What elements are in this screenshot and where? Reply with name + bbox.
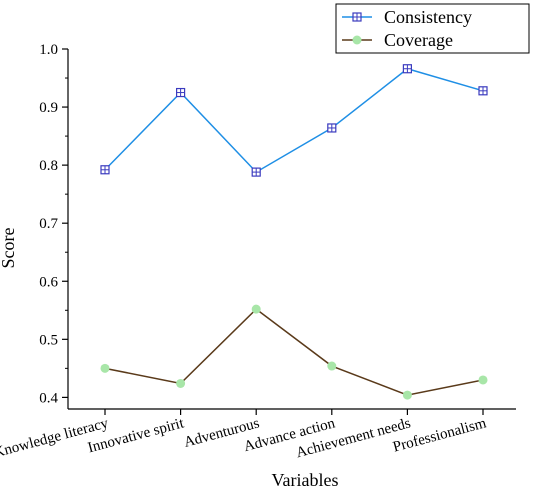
data-point xyxy=(100,363,110,373)
y-tick-label: 0.7 xyxy=(39,216,58,232)
y-tick-label: 0.4 xyxy=(39,390,58,406)
y-tick-label: 1.0 xyxy=(39,42,58,58)
series-line xyxy=(104,67,484,174)
series-coverage xyxy=(100,304,488,400)
legend-item: Coverage xyxy=(342,30,453,50)
y-axis-title: Score xyxy=(0,227,18,268)
data-point xyxy=(251,167,261,177)
y-tick-label: 0.6 xyxy=(39,274,58,290)
legend-label: Consistency xyxy=(384,7,472,27)
legend-box xyxy=(335,3,530,54)
legend-marker xyxy=(352,12,362,22)
data-point xyxy=(327,123,337,133)
data-point xyxy=(176,378,186,388)
legend: Consistency Coverage xyxy=(335,3,530,54)
series-line xyxy=(104,308,484,396)
data-point xyxy=(402,390,412,400)
data-point xyxy=(478,375,488,385)
legend-label: Coverage xyxy=(384,30,453,50)
data-point xyxy=(251,304,261,314)
series-consistency xyxy=(100,64,488,177)
data-point xyxy=(176,87,186,98)
data-point xyxy=(100,165,110,175)
legend-item: Consistency xyxy=(342,7,472,27)
series-layer xyxy=(100,64,488,400)
data-point xyxy=(402,64,412,74)
data-point xyxy=(478,86,488,96)
y-tick-label: 0.8 xyxy=(39,158,58,174)
x-axis-title: Variables xyxy=(272,470,339,490)
y-tick-label: 0.9 xyxy=(39,100,58,116)
data-point xyxy=(327,361,337,371)
y-tick-label: 0.5 xyxy=(39,332,58,348)
legend-marker xyxy=(352,35,362,45)
